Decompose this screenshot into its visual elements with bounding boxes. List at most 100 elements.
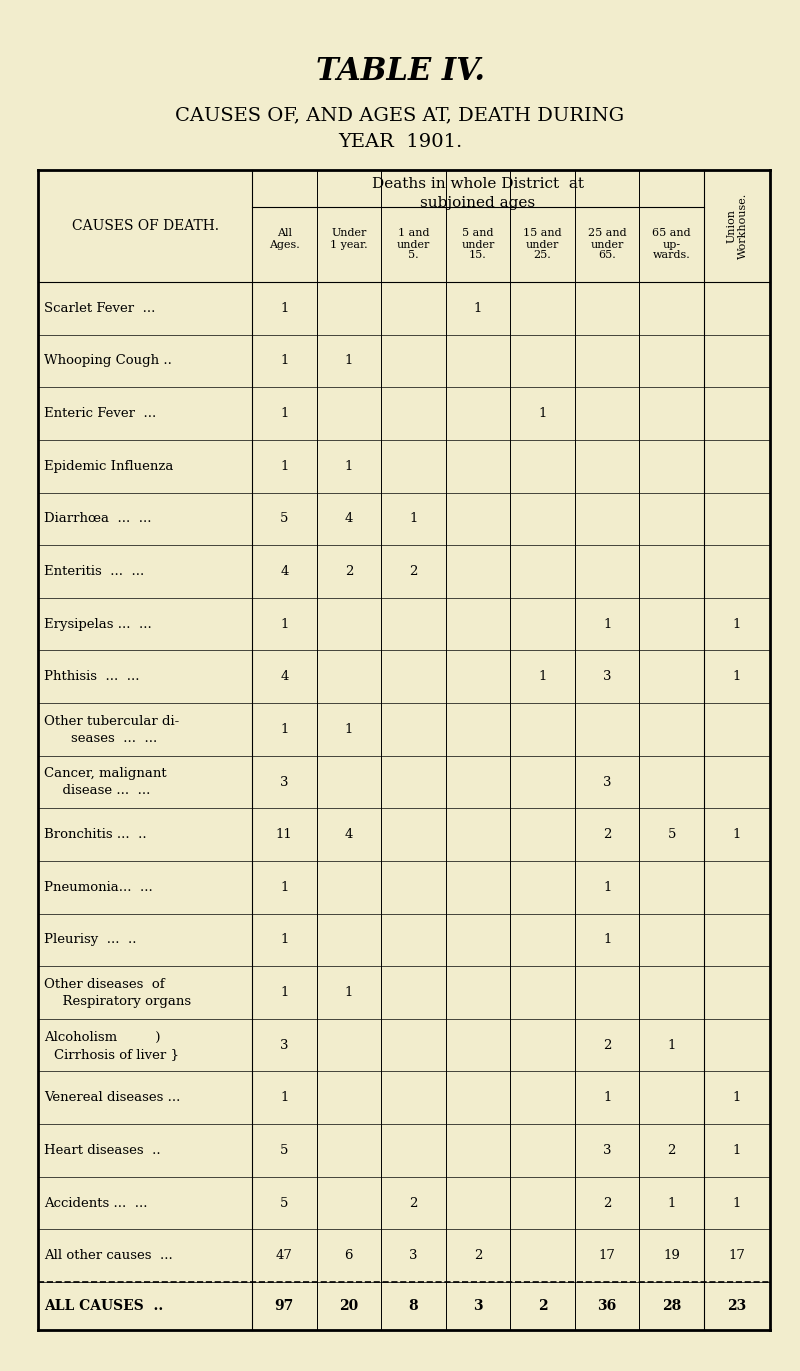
- Text: 1: 1: [280, 880, 289, 894]
- Text: under: under: [590, 240, 624, 250]
- Text: Other diseases  of: Other diseases of: [44, 978, 165, 991]
- Text: 28: 28: [662, 1298, 682, 1313]
- Text: 4: 4: [345, 513, 353, 525]
- Text: Erysipelas ...  ...: Erysipelas ... ...: [44, 617, 152, 631]
- Text: Scarlet Fever  ...: Scarlet Fever ...: [44, 302, 155, 315]
- Text: Under: Under: [331, 229, 366, 239]
- Text: 5: 5: [667, 828, 676, 842]
- Text: 4: 4: [280, 565, 289, 579]
- Text: 2: 2: [603, 828, 611, 842]
- Text: 5: 5: [280, 513, 289, 525]
- Text: 3: 3: [473, 1298, 483, 1313]
- Text: Deaths in whole District  at: Deaths in whole District at: [372, 177, 584, 192]
- Text: 1: 1: [280, 1091, 289, 1104]
- Text: 1: 1: [410, 513, 418, 525]
- Text: Cancer, malignant: Cancer, malignant: [44, 768, 166, 780]
- Text: 36: 36: [598, 1298, 617, 1313]
- Text: 17: 17: [729, 1249, 746, 1263]
- Text: Other tubercular di-: Other tubercular di-: [44, 714, 179, 728]
- Text: 1: 1: [733, 1091, 741, 1104]
- Text: Enteric Fever  ...: Enteric Fever ...: [44, 407, 156, 420]
- Text: 1 and: 1 and: [398, 229, 429, 239]
- Text: 1: 1: [280, 459, 289, 473]
- Text: 1: 1: [603, 1091, 611, 1104]
- Text: YEAR  1901.: YEAR 1901.: [338, 133, 462, 151]
- Text: 25 and: 25 and: [588, 229, 626, 239]
- Text: 1: 1: [345, 355, 353, 367]
- Text: 1: 1: [280, 934, 289, 946]
- Text: Phthisis  ...  ...: Phthisis ... ...: [44, 670, 139, 683]
- Text: All: All: [277, 229, 292, 239]
- Text: 3: 3: [280, 776, 289, 788]
- Text: Accidents ...  ...: Accidents ... ...: [44, 1197, 147, 1209]
- Text: 3: 3: [603, 670, 611, 683]
- Text: 11: 11: [276, 828, 293, 842]
- Text: 4: 4: [280, 670, 289, 683]
- Text: 1: 1: [474, 302, 482, 315]
- Text: 1: 1: [733, 617, 741, 631]
- Text: Venereal diseases ...: Venereal diseases ...: [44, 1091, 180, 1104]
- Text: Cirrhosis of liver }: Cirrhosis of liver }: [54, 1047, 179, 1061]
- Text: CAUSES OF, AND AGES AT, DEATH DURING: CAUSES OF, AND AGES AT, DEATH DURING: [175, 106, 625, 123]
- Text: 1: 1: [345, 459, 353, 473]
- Text: 97: 97: [274, 1298, 294, 1313]
- Text: 1: 1: [345, 986, 353, 999]
- Text: under: under: [462, 240, 494, 250]
- Text: 1: 1: [280, 986, 289, 999]
- Text: 25.: 25.: [534, 251, 551, 260]
- Text: 1: 1: [667, 1197, 676, 1209]
- Text: 5: 5: [280, 1143, 289, 1157]
- Text: under: under: [397, 240, 430, 250]
- Text: up-: up-: [662, 240, 681, 250]
- Text: CAUSES OF DEATH.: CAUSES OF DEATH.: [71, 219, 218, 233]
- Text: 2: 2: [345, 565, 353, 579]
- Text: ALL CAUSES  ..: ALL CAUSES ..: [44, 1298, 163, 1313]
- Text: 2: 2: [603, 1197, 611, 1209]
- Text: Enteritis  ...  ...: Enteritis ... ...: [44, 565, 144, 579]
- Text: subjoined ages: subjoined ages: [421, 196, 535, 210]
- Text: 5.: 5.: [408, 251, 418, 260]
- Text: 1: 1: [280, 302, 289, 315]
- Text: Diarrhœa  ...  ...: Diarrhœa ... ...: [44, 513, 151, 525]
- Text: 1: 1: [733, 828, 741, 842]
- Text: Bronchitis ...  ..: Bronchitis ... ..: [44, 828, 146, 842]
- Text: 2: 2: [603, 1039, 611, 1052]
- Text: 3: 3: [409, 1249, 418, 1263]
- Text: 5: 5: [280, 1197, 289, 1209]
- Text: 8: 8: [409, 1298, 418, 1313]
- Text: 1: 1: [733, 1197, 741, 1209]
- Text: 47: 47: [276, 1249, 293, 1263]
- Text: 1: 1: [280, 723, 289, 736]
- Text: Union
Workhouse.: Union Workhouse.: [726, 193, 748, 259]
- Text: Whooping Cough ..: Whooping Cough ..: [44, 355, 172, 367]
- Text: 1: 1: [667, 1039, 676, 1052]
- Text: 4: 4: [345, 828, 353, 842]
- Text: 3: 3: [603, 776, 611, 788]
- Text: 3: 3: [603, 1143, 611, 1157]
- Text: seases  ...  ...: seases ... ...: [54, 732, 158, 744]
- Text: 1: 1: [733, 670, 741, 683]
- Text: wards.: wards.: [653, 251, 690, 260]
- Text: 1: 1: [538, 407, 546, 420]
- Text: under: under: [526, 240, 559, 250]
- Text: 2: 2: [410, 1197, 418, 1209]
- Text: disease ...  ...: disease ... ...: [54, 784, 150, 798]
- Text: Epidemic Influenza: Epidemic Influenza: [44, 459, 174, 473]
- Text: Respiratory organs: Respiratory organs: [54, 995, 191, 1008]
- Text: 23: 23: [727, 1298, 746, 1313]
- Text: Ages.: Ages.: [269, 240, 300, 250]
- Text: 6: 6: [345, 1249, 353, 1263]
- Text: All other causes  ...: All other causes ...: [44, 1249, 173, 1263]
- Text: 19: 19: [663, 1249, 680, 1263]
- Text: TABLE IV.: TABLE IV.: [315, 56, 485, 88]
- Text: 1: 1: [538, 670, 546, 683]
- Text: 1: 1: [345, 723, 353, 736]
- Text: 65.: 65.: [598, 251, 616, 260]
- Text: Pneumonia...  ...: Pneumonia... ...: [44, 880, 153, 894]
- Text: 65 and: 65 and: [653, 229, 691, 239]
- Text: 1: 1: [733, 1143, 741, 1157]
- Text: 1: 1: [603, 880, 611, 894]
- Text: 1: 1: [603, 617, 611, 631]
- Text: 5 and: 5 and: [462, 229, 494, 239]
- Text: Pleurisy  ...  ..: Pleurisy ... ..: [44, 934, 137, 946]
